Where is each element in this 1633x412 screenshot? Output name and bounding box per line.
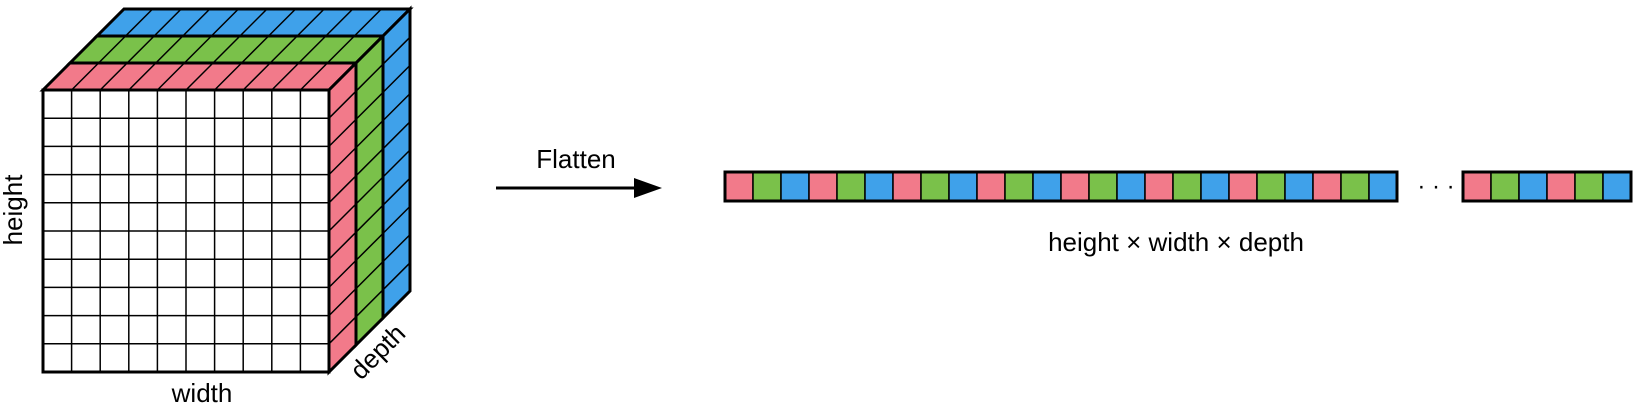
cube-layer-side-green (354, 32, 385, 349)
vector-cell-blue (864, 171, 894, 202)
vector-cell-red (892, 171, 922, 202)
vector-cell-green (1490, 171, 1520, 202)
vector-cell-green (1256, 171, 1286, 202)
vector-cell-red (1144, 171, 1174, 202)
width-label: width (171, 378, 233, 408)
vector-cell-blue (948, 171, 978, 202)
vector-cell-green (1172, 171, 1202, 202)
vector-cell-red (1312, 171, 1342, 202)
height-label: height (0, 174, 28, 246)
vector-cell-blue (1368, 171, 1398, 202)
vector-cell-red (1462, 171, 1492, 202)
vector-cell-green (1004, 171, 1034, 202)
vector-cell-green (1088, 171, 1118, 202)
cube-layer-top-green (66, 34, 387, 65)
vector-cell-red (1228, 171, 1258, 202)
vector-ellipsis: · · · (1417, 173, 1454, 200)
vector-cell-blue (780, 171, 810, 202)
tensor-cube (39, 5, 414, 376)
vector-cell-blue (1032, 171, 1062, 202)
vector-cell-red (976, 171, 1006, 202)
vector-cell-blue (1284, 171, 1314, 202)
vector-cell-green (752, 171, 782, 202)
vector-cell-green (1574, 171, 1604, 202)
flatten-arrow (496, 178, 662, 198)
vector-cell-red (1060, 171, 1090, 202)
vector-cell-green (836, 171, 866, 202)
arrow-head-icon (634, 178, 662, 198)
cube-layer-side-blue (381, 5, 412, 322)
vector-segment-right (1461, 170, 1633, 203)
vector-cell-blue (1602, 171, 1632, 202)
vector-cell-green (1340, 171, 1370, 202)
cube-layer-top-blue (93, 7, 414, 38)
cube-layer-top-red (39, 61, 360, 92)
vector-segment-left (723, 170, 1399, 203)
cube-front-face (41, 88, 331, 374)
vector-cell-blue (1116, 171, 1146, 202)
cube-layer-side-red (327, 59, 358, 376)
flatten-label: Flatten (536, 144, 616, 174)
vector-caption: height × width × depth (1048, 227, 1304, 257)
vector-cell-green (920, 171, 950, 202)
vector-cell-red (724, 171, 754, 202)
vector-cell-red (1546, 171, 1576, 202)
vector-cell-blue (1518, 171, 1548, 202)
vector-cell-blue (1200, 171, 1230, 202)
flattened-vector (723, 170, 1633, 203)
vector-cell-red (808, 171, 838, 202)
